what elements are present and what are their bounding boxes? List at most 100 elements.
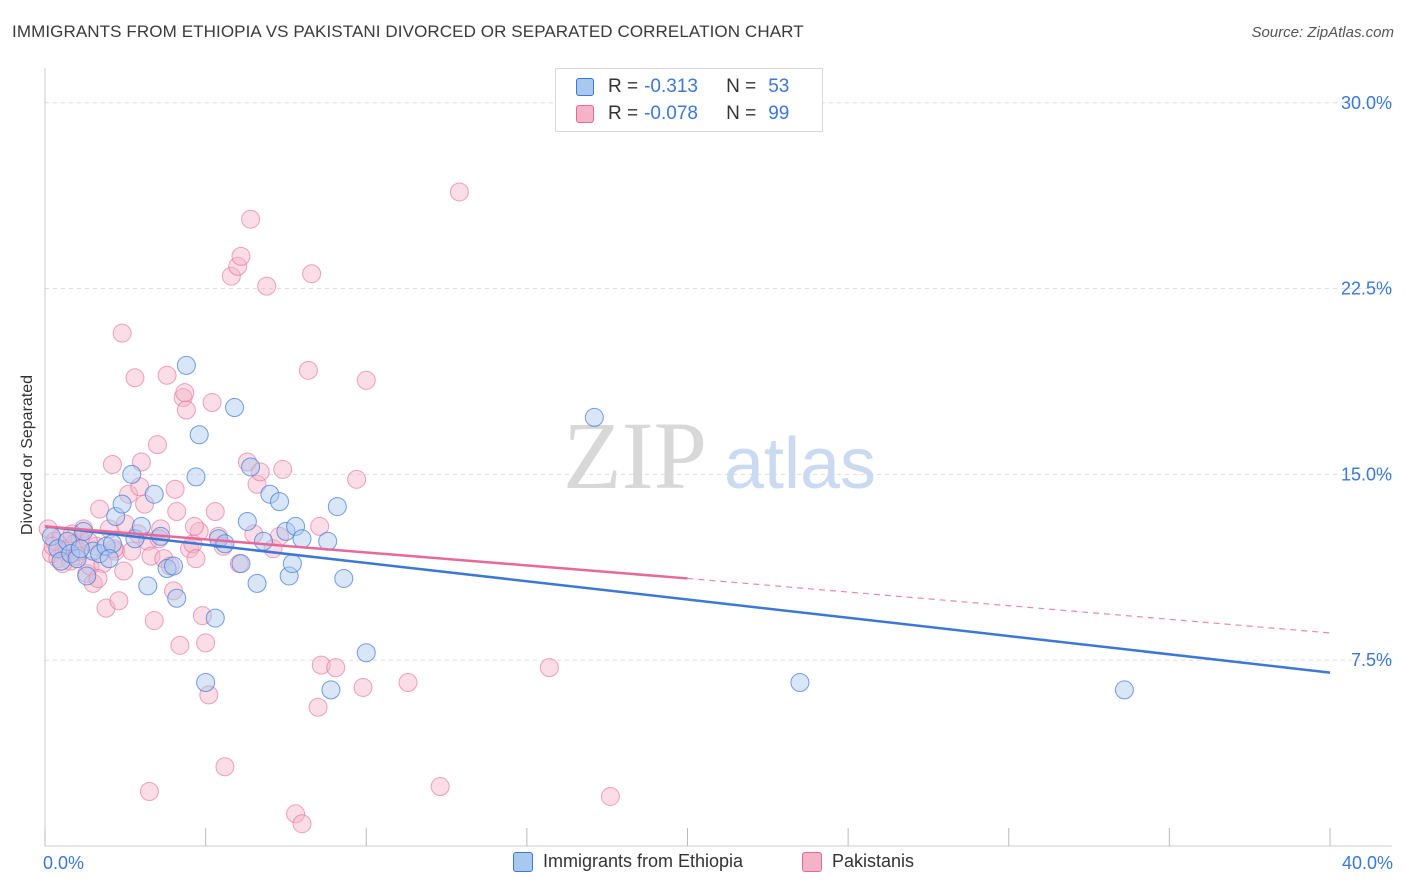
ethiopia-point <box>61 544 81 564</box>
ethiopia-point <box>122 464 142 484</box>
series-legend-ethiopia[interactable]: Immigrants from Ethiopia <box>513 851 743 872</box>
ethiopia-point <box>253 531 273 551</box>
ethiopia-trend-line <box>44 525 1331 674</box>
y-tick-label: 30.0% <box>1341 93 1392 113</box>
pakistani-point <box>347 469 367 489</box>
legend-r-value: -0.078 <box>644 103 698 124</box>
ethiopia-points <box>41 355 1134 700</box>
y-tick-label: 15.0% <box>1341 464 1392 484</box>
gridlines <box>45 102 1392 661</box>
ethiopia-point <box>321 680 341 700</box>
ethiopia-point <box>112 494 132 514</box>
series-legend-label: Immigrants from Ethiopia <box>543 851 744 871</box>
tick-labels: 7.5% 15.0% 22.5% 30.0% 0.0% 40.0% <box>43 93 1393 873</box>
pakistani-point <box>286 804 306 824</box>
pakistani-point <box>199 685 219 705</box>
pakistani-point <box>102 454 122 474</box>
axes <box>44 68 1392 847</box>
ethiopia-point <box>90 544 110 564</box>
pakistani-point <box>88 568 108 588</box>
ethiopia-point <box>237 511 257 531</box>
ethiopia-point <box>176 355 196 375</box>
pakistani-point <box>114 561 134 581</box>
ethiopia-point <box>51 551 71 571</box>
pakistani-point <box>147 435 167 455</box>
pakistani-point <box>144 611 164 631</box>
pakistani-point <box>186 549 206 569</box>
ethiopia-point <box>231 554 251 574</box>
pakistani-point <box>221 266 241 286</box>
pakistani-point <box>119 484 139 504</box>
pakistani-point <box>298 360 318 380</box>
pakistani-point <box>257 276 277 296</box>
pakistani-point <box>302 264 322 284</box>
pakistani-point <box>125 368 145 388</box>
legend-r-label: R = <box>608 103 639 124</box>
chart-title: IMMIGRANTS FROM ETHIOPIA VS PAKISTANI DI… <box>12 22 804 41</box>
ethiopia-point <box>144 484 164 504</box>
series-swatch-ethiopia <box>513 851 533 872</box>
ethiopia-point <box>70 539 90 559</box>
ethiopia-point <box>282 554 302 574</box>
ethiopia-point <box>106 507 126 527</box>
pakistani-point <box>241 209 261 229</box>
pakistani-point <box>600 786 620 806</box>
legend-r-value: -0.313 <box>644 76 698 97</box>
pakistani-point <box>202 393 222 413</box>
ethiopia-point <box>77 566 97 586</box>
ethiopia-point <box>189 425 209 445</box>
pakistani-point <box>175 383 195 403</box>
ethiopia-point <box>48 539 68 559</box>
pakistani-point <box>151 519 171 539</box>
legend-row-pakistani: R = -0.078 N = 99 <box>576 101 789 127</box>
y-tick-label: 7.5% <box>1351 650 1392 670</box>
pakistani-point <box>157 365 177 385</box>
y-axis-label: Divorced or Separated <box>19 374 36 536</box>
ethiopia-point <box>292 529 312 549</box>
pakistani-point <box>292 814 312 834</box>
pakistani-point <box>184 516 204 536</box>
ethiopia-point <box>276 521 296 541</box>
pakistani-point <box>353 677 373 697</box>
legend-n-label: N = <box>726 76 757 97</box>
ethiopia-point <box>241 457 261 477</box>
ethiopia-point <box>790 672 810 692</box>
legend-n-value: 99 <box>768 103 790 124</box>
pakistani-point <box>237 452 257 472</box>
ethiopia-point <box>286 516 306 536</box>
legend-row-ethiopia: R = -0.313 N = 53 <box>576 74 789 100</box>
legend-n-label: N = <box>726 103 757 124</box>
pakistani-point <box>109 591 129 611</box>
pakistani-points <box>38 182 620 834</box>
ethiopia-point <box>225 397 245 417</box>
ethiopia-point <box>584 407 604 427</box>
legend-swatch-ethiopia <box>576 78 594 96</box>
trend-lines <box>44 525 1331 674</box>
pakistani-point <box>165 479 185 499</box>
pakistani-point <box>167 502 187 522</box>
pakistani-point <box>247 474 267 494</box>
ethiopia-point <box>270 492 290 512</box>
ethiopia-point <box>247 573 267 593</box>
source-label: Source: ZipAtlas.com <box>1251 24 1394 41</box>
watermark-zip: ZIP <box>563 402 707 509</box>
legend-r-label: R = <box>608 76 639 97</box>
series-legend-label: Pakistanis <box>832 851 915 871</box>
pakistani-point <box>449 182 469 202</box>
ethiopia-point <box>260 484 280 504</box>
ethiopia-point <box>327 497 347 517</box>
pakistani-point <box>273 459 293 479</box>
ethiopia-point <box>1114 680 1134 700</box>
pakistani-point <box>430 777 450 797</box>
watermark: ZIP atlas <box>563 402 876 509</box>
pakistani-point <box>398 672 418 692</box>
pakistani-point <box>231 246 251 266</box>
x-tick-label: 40.0% <box>1342 853 1393 873</box>
ethiopia-point <box>167 588 187 608</box>
series-legend-pakistani[interactable]: Pakistanis <box>802 851 914 872</box>
pakistani-point <box>215 757 235 777</box>
legend-n-value: 53 <box>768 76 790 97</box>
pakistani-point <box>90 499 110 519</box>
pakistani-trend-line <box>44 525 688 580</box>
